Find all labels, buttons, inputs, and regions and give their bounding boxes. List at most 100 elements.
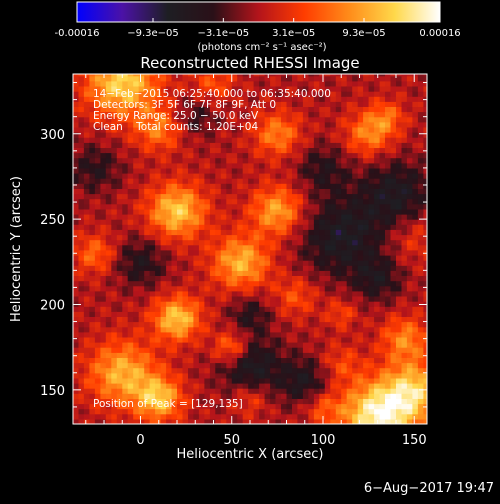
heatmap-cell [363,126,370,133]
heatmap-cell [160,255,167,261]
heatmap-cell [89,75,96,82]
heatmap-cell [144,260,151,266]
heatmap-cell [149,219,156,225]
heatmap-cell [166,249,173,256]
heatmap-cell [390,132,397,138]
heatmap-cell [100,249,107,256]
heatmap-cell [379,198,386,205]
heatmap-cell [292,142,299,148]
heatmap-cell [144,106,151,113]
heatmap-cell [160,285,167,292]
heatmap-cell [226,214,233,220]
heatmap-cell [116,321,123,328]
heatmap-cell [352,137,359,143]
heatmap-cell [149,188,156,195]
heatmap-cell [204,229,211,236]
heatmap-cell [379,214,386,220]
heatmap-cell [281,357,288,364]
heatmap-cell [149,178,156,184]
heatmap-cell [390,285,397,292]
heatmap-cell [248,80,255,87]
heatmap-cell [396,362,403,369]
heatmap-cell [412,167,419,174]
heatmap-cell [226,126,233,133]
heatmap-cell [83,367,90,374]
heatmap-cell [324,331,331,338]
heatmap-cell [111,173,118,179]
heatmap-cell [308,301,315,307]
heatmap-cell [324,173,331,179]
heatmap-cell [335,75,342,82]
heatmap-cell [308,249,315,256]
heatmap-cell [166,321,173,328]
heatmap-cell [357,75,364,82]
heatmap-cell [259,239,266,246]
heatmap-cell [264,408,271,415]
heatmap-cell [264,224,271,230]
heatmap-cell [346,383,353,389]
heatmap-cell [83,137,90,143]
heatmap-cell [138,214,145,220]
heatmap-cell [226,413,233,420]
heatmap-cell [275,214,282,220]
heatmap-cell [237,285,244,292]
heatmap-cell [292,183,299,189]
heatmap-cell [78,403,85,410]
heatmap-cell [297,383,304,389]
heatmap-cell [352,198,359,205]
heatmap-cell [155,270,162,276]
heatmap-cell [144,244,151,251]
heatmap-cell [275,306,282,312]
heatmap-cell [417,316,424,323]
heatmap-cell [237,347,244,353]
heatmap-cell [209,203,216,210]
heatmap-cell [346,265,353,271]
heatmap-cell [215,255,222,261]
heatmap-cell [83,377,90,384]
heatmap-cell [248,75,255,82]
heatmap-cell [308,336,315,343]
heatmap-cell [127,418,134,424]
heatmap-cell [204,383,211,389]
heatmap-cell [166,96,173,102]
heatmap-cell [160,106,167,113]
heatmap-cell [259,234,266,241]
heatmap-cell [374,173,381,179]
heatmap-cell [122,290,129,297]
heatmap-cell [292,147,299,154]
heatmap-cell [248,362,255,369]
heatmap-cell [78,229,85,236]
heatmap-cell [166,193,173,200]
heatmap-cell [220,270,227,276]
heatmap-cell [182,377,189,384]
heatmap-cell [105,316,112,323]
heatmap-cell [144,306,151,312]
heatmap-cell [149,408,156,415]
heatmap-cell [133,142,140,148]
heatmap-cell [138,193,145,200]
heatmap-cell [270,336,277,343]
heatmap-cell [330,96,337,102]
heatmap-cell [144,219,151,225]
heatmap-cell [209,383,216,389]
heatmap-cell [78,167,85,174]
heatmap-cell [94,265,101,271]
heatmap-cell [188,336,195,343]
heatmap-cell [264,388,271,394]
heatmap-cell [406,111,413,118]
heatmap-cell [237,244,244,251]
heatmap-cell [127,331,134,338]
heatmap-cell [105,398,112,405]
heatmap-cell [209,157,216,164]
heatmap-cell [149,331,156,338]
heatmap-cell [270,347,277,353]
heatmap-cell [89,296,96,302]
heatmap-cell [94,167,101,174]
heatmap-cell [209,331,216,338]
heatmap-cell [352,393,359,399]
heatmap-cell [248,183,255,189]
heatmap-cell [396,86,403,92]
heatmap-cell [83,331,90,338]
heatmap-cell [270,352,277,358]
